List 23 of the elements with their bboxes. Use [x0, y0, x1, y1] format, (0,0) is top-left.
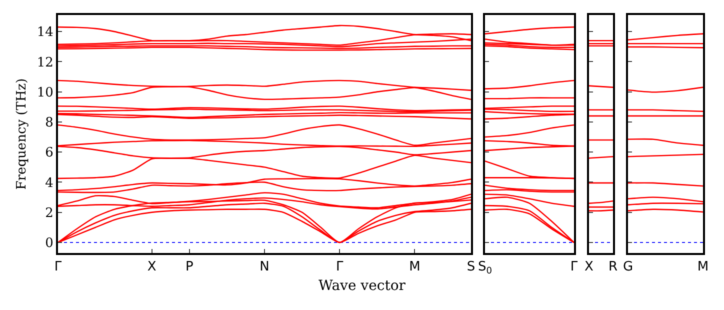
x-tick-label: N: [260, 260, 270, 275]
x-tick-label: P: [185, 260, 194, 275]
y-axis-title: Frequency (THz): [14, 78, 30, 190]
x-tick-label: X: [584, 260, 594, 275]
y-tick-label: 4: [45, 176, 54, 191]
y-tick-label: 8: [45, 116, 54, 130]
y-tick-label: 12: [36, 55, 54, 70]
x-tick-label: R: [608, 260, 618, 275]
x-tick-label: X: [147, 260, 156, 275]
x-tick-label: Γ: [336, 260, 344, 275]
x-tick-label: M: [697, 260, 709, 275]
x-tick-label: Γ: [570, 260, 578, 275]
y-tick-label: 14: [36, 25, 54, 40]
y-tick-label: 0: [45, 236, 54, 252]
x-tick-label: S$_{0}$: [478, 260, 492, 276]
x-tick-label: M: [409, 260, 420, 275]
x-tick-label: Γ: [54, 260, 62, 275]
x-axis-title: Wave vector: [318, 278, 406, 294]
y-tick-label: 10: [36, 85, 54, 100]
y-tick-label: 6: [45, 146, 54, 161]
x-tick-label: S: [466, 260, 476, 275]
y-tick-label: 2: [45, 206, 54, 221]
x-tick-label: G: [622, 260, 634, 275]
